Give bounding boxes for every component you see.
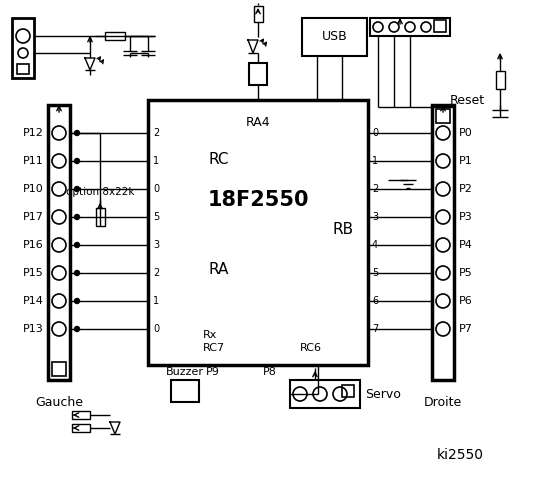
Text: P11: P11 — [23, 156, 44, 166]
Bar — [72, 411, 90, 419]
Text: 0: 0 — [372, 128, 378, 138]
Text: 4: 4 — [372, 240, 378, 250]
Circle shape — [75, 326, 80, 332]
Text: USB: USB — [322, 31, 347, 44]
Bar — [12, 18, 34, 78]
Text: 18F2550: 18F2550 — [207, 190, 309, 210]
Circle shape — [75, 215, 80, 219]
Circle shape — [75, 158, 80, 164]
Text: 3: 3 — [153, 240, 159, 250]
Text: RA: RA — [208, 263, 228, 277]
Text: RA4: RA4 — [246, 116, 270, 129]
Text: P8: P8 — [263, 367, 277, 377]
Text: P4: P4 — [459, 240, 473, 250]
Bar — [436, 109, 450, 123]
Bar — [302, 18, 367, 56]
Text: 1: 1 — [153, 156, 159, 166]
Text: Buzzer: Buzzer — [166, 367, 204, 377]
Text: 0: 0 — [153, 184, 159, 194]
Text: option 8x22k: option 8x22k — [66, 187, 134, 197]
Bar — [48, 105, 70, 380]
Text: 7: 7 — [372, 324, 378, 334]
Text: P17: P17 — [23, 212, 44, 222]
Text: 5: 5 — [372, 268, 378, 278]
Bar — [52, 362, 66, 376]
Text: Reset: Reset — [450, 94, 485, 107]
Bar — [17, 64, 29, 74]
Circle shape — [75, 271, 80, 276]
Text: P13: P13 — [23, 324, 44, 334]
Bar — [105, 32, 125, 40]
Text: P0: P0 — [459, 128, 473, 138]
Bar — [342, 385, 354, 397]
Circle shape — [75, 187, 80, 192]
Text: Servo: Servo — [365, 387, 401, 400]
Text: P5: P5 — [459, 268, 473, 278]
Text: RC7: RC7 — [203, 343, 225, 353]
Text: 0: 0 — [153, 324, 159, 334]
Bar — [432, 105, 454, 380]
Bar — [249, 63, 267, 85]
Text: 2: 2 — [153, 268, 159, 278]
Text: P3: P3 — [459, 212, 473, 222]
Text: 1: 1 — [153, 296, 159, 306]
Circle shape — [75, 299, 80, 303]
Bar — [434, 20, 446, 32]
Bar — [171, 380, 199, 402]
Text: Rx: Rx — [203, 330, 217, 340]
Text: P15: P15 — [23, 268, 44, 278]
Text: P2: P2 — [459, 184, 473, 194]
Text: ki2550: ki2550 — [436, 448, 483, 462]
Text: 2: 2 — [153, 128, 159, 138]
Bar — [148, 100, 368, 365]
Text: P7: P7 — [459, 324, 473, 334]
Bar — [495, 71, 504, 89]
Text: P1: P1 — [459, 156, 473, 166]
Bar — [253, 6, 263, 22]
Text: Gauche: Gauche — [35, 396, 83, 408]
Bar — [96, 208, 105, 226]
Text: P16: P16 — [23, 240, 44, 250]
Text: 2: 2 — [372, 184, 378, 194]
Text: 5: 5 — [153, 212, 159, 222]
Text: P14: P14 — [23, 296, 44, 306]
Circle shape — [75, 242, 80, 248]
Text: RB: RB — [333, 223, 354, 238]
Bar — [290, 380, 360, 408]
Text: 1: 1 — [372, 156, 378, 166]
Text: RC: RC — [208, 153, 228, 168]
Text: 6: 6 — [372, 296, 378, 306]
Bar — [72, 424, 90, 432]
Text: P10: P10 — [23, 184, 44, 194]
Text: 3: 3 — [372, 212, 378, 222]
Circle shape — [75, 131, 80, 135]
Text: P9: P9 — [206, 367, 220, 377]
Text: P12: P12 — [23, 128, 44, 138]
Text: Droite: Droite — [424, 396, 462, 408]
Text: P6: P6 — [459, 296, 473, 306]
Text: RC6: RC6 — [300, 343, 322, 353]
Bar — [370, 18, 450, 36]
